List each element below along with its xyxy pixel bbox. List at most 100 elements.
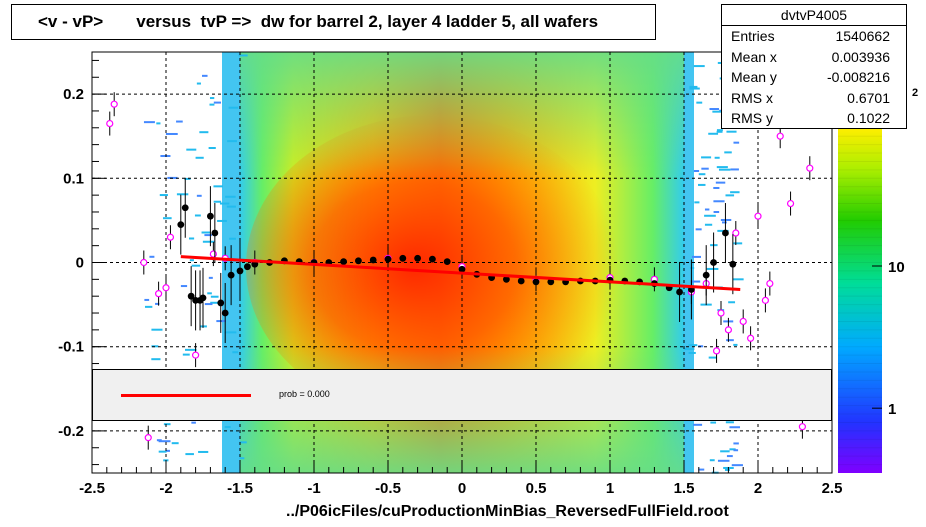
outlier-dash [728,301,736,304]
fit-line [180,255,741,291]
outlier-dash [689,87,700,90]
outlier-dash [180,285,188,288]
outlier-dash [730,168,739,171]
magenta-point [724,326,733,334]
outlier-dash [709,459,715,462]
outlier-dash [698,183,706,186]
outlier-dash [733,141,740,144]
outlier-dash [725,421,734,424]
magenta-point [110,100,118,108]
magenta-point [754,212,762,220]
outlier-dash [226,205,236,208]
black-point [369,256,377,264]
outlier-dash [196,82,201,85]
x-tick-label: -0.5 [375,480,401,497]
outlier-dash [733,343,738,346]
magenta-point [162,284,170,292]
outlier-dash [704,208,710,211]
stats-row-mean-y: Mean y -0.008216 [722,67,906,88]
outlier-dash [708,356,717,359]
outlier-dash [712,110,724,113]
y-tick-label: 0.2 [63,86,84,103]
x-tick-label: -2.5 [79,480,105,497]
black-point [710,259,717,266]
stats-label: Entries [731,28,775,44]
black-point [236,267,244,275]
outlier-dash [232,351,239,354]
outlier-dash [151,328,163,331]
outlier-dash [227,140,237,143]
black-point [547,278,555,286]
outlier-dash [691,255,701,258]
magenta-point [166,233,175,241]
chart-title: <v - vP> versus tvP => dw for barrel 2, … [11,4,656,40]
outlier-dash [228,106,239,109]
outlier-dash [209,103,215,106]
magenta-point [739,317,747,326]
outlier-dash [720,450,730,453]
outlier-dash [715,181,726,184]
outlier-dash [717,459,730,462]
outlier-dash [701,156,712,159]
outlier-dash [716,166,728,169]
black-point [181,204,189,212]
outlier-dash [191,421,196,424]
outlier-dash [163,423,171,426]
outlier-dash [210,295,219,298]
outlier-dash [208,147,216,150]
outlier-dash [182,353,190,356]
black-point [227,271,235,279]
outlier-dash [194,214,201,217]
outlier-dash [229,237,236,240]
outlier-dash [732,278,744,281]
stats-name: dvtvP4005 [722,5,906,26]
outlier-dash [704,214,716,217]
black-point [199,294,207,302]
x-tick-label: 0 [458,480,466,497]
x-tick-label: -1 [307,480,320,497]
magenta-point [144,434,152,442]
outlier-dash [698,468,705,471]
outlier-dash [710,421,717,424]
outlier-dash [202,74,208,77]
y-tick-label: 0 [76,255,84,272]
outlier-dash [165,449,170,452]
outlier-dash [716,129,723,132]
outlier-dash [171,442,179,445]
outlier-dash [176,193,189,196]
magenta-point [766,279,774,288]
magenta-point [717,309,725,317]
magenta-point [776,132,784,140]
palette-tick-label: 10 [888,259,905,276]
outlier-dash [706,267,719,270]
black-point [443,258,451,266]
black-point [517,277,525,285]
stats-label: Mean y [731,69,777,85]
legend-label: prob = 0.000 [279,389,330,399]
black-point [399,254,407,262]
stats-value: 0.003936 [831,48,890,65]
black-point [414,254,421,262]
outlier-dash [688,351,696,354]
magenta-point [712,347,721,355]
magenta-point [746,334,755,342]
outlier-dash [208,276,213,279]
outlier-dash [713,211,720,214]
y-tick-label: -0.2 [58,423,84,440]
outlier-dash [716,130,723,133]
legend-line-swatch [121,394,251,397]
outlier-dash [159,194,168,197]
palette-tick-label: 1 [888,401,896,418]
outlier-dash [704,223,713,226]
outlier-dash [213,185,223,188]
stats-row-rms-y: RMS y 0.1022 [722,108,906,129]
outlier-dash [195,156,204,159]
palette-exponent-label: 2 [912,87,918,99]
magenta-point [106,119,114,128]
outlier-dash [204,234,212,237]
magenta-point [155,290,163,298]
outlier-dash [693,65,705,68]
outlier-dash [185,348,197,351]
outlier-dash [201,231,211,234]
outlier-dash [729,448,736,451]
